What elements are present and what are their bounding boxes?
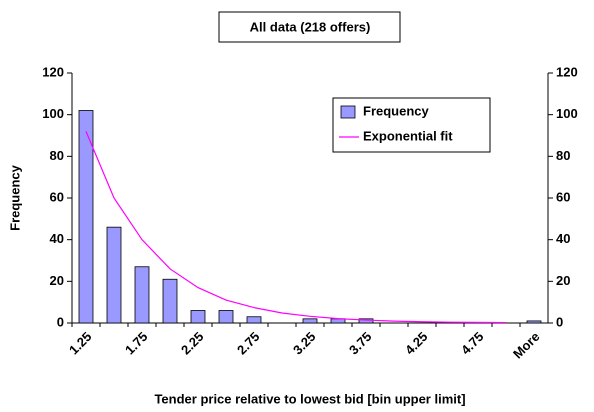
x-tick-label: 4.75 xyxy=(458,329,487,358)
y2-tick-label: 120 xyxy=(556,64,578,79)
y2-tick-label: 80 xyxy=(556,148,570,163)
x-tick-label: More xyxy=(510,329,543,362)
bar xyxy=(78,110,94,324)
legend-label: Exponential fit xyxy=(363,128,453,143)
y-tick-label: 0 xyxy=(57,314,64,329)
legend-box xyxy=(332,97,491,153)
x-tick-label: 1.75 xyxy=(122,329,151,358)
bar xyxy=(134,266,150,324)
bar xyxy=(526,320,542,324)
y-tick-label: 40 xyxy=(50,231,64,246)
y-tick-label: 20 xyxy=(50,273,64,288)
y-tick-label: 60 xyxy=(50,189,64,204)
chart-title: All data (218 offers) xyxy=(250,19,371,34)
legend-label: Frequency xyxy=(363,103,430,118)
x-tick-label: 2.25 xyxy=(178,329,207,358)
x-tick-label: 3.75 xyxy=(346,329,375,358)
x-tick-label: 2.75 xyxy=(234,329,263,358)
fit-line xyxy=(85,131,507,324)
y2-tick-label: 20 xyxy=(556,273,570,288)
y2-tick-label: 60 xyxy=(556,189,570,204)
bar xyxy=(302,318,318,324)
bar xyxy=(106,226,122,324)
y-tick-label: 80 xyxy=(50,148,64,163)
legend-swatch xyxy=(340,105,356,119)
y-tick-label: 120 xyxy=(42,64,64,79)
bar xyxy=(190,310,206,324)
y2-tick-label: 0 xyxy=(556,314,563,329)
y2-tick-label: 40 xyxy=(556,231,570,246)
x-tick-label: 3.25 xyxy=(290,329,319,358)
y-axis-label: Frequency xyxy=(7,164,22,231)
x-axis-label: Tender price relative to lowest bid [bin… xyxy=(154,391,465,406)
x-tick-label: 1.25 xyxy=(66,329,95,358)
y2-tick-label: 100 xyxy=(556,106,578,121)
title-box xyxy=(218,11,401,43)
x-tick-label: 4.25 xyxy=(402,329,431,358)
y-tick-label: 100 xyxy=(42,106,64,121)
bar xyxy=(218,310,234,324)
bar xyxy=(162,278,178,324)
bar xyxy=(246,316,262,324)
